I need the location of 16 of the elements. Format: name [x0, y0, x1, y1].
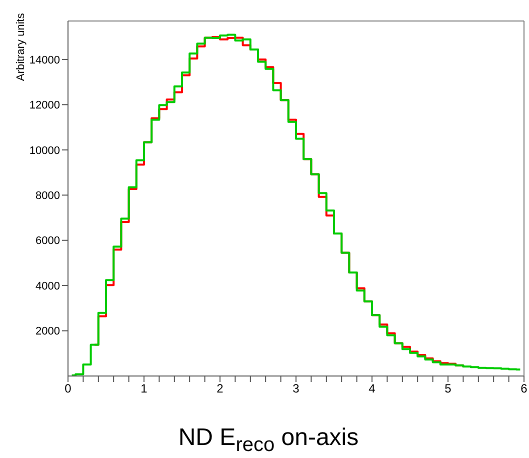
y-axis-title: Arbitrary units: [14, 12, 27, 81]
y-tick-label: 6000: [36, 235, 60, 248]
x-tick-label: 3: [292, 382, 300, 396]
y-tick-label: 12000: [29, 100, 60, 112]
y-tick-label: 4000: [36, 280, 60, 292]
x-tick-label: 6: [520, 382, 528, 396]
x-tick-label: 4: [368, 382, 376, 396]
y-tick-label: 10000: [29, 144, 60, 157]
y-tick-label: 2000: [36, 326, 60, 338]
y-tick-label: 14000: [29, 54, 60, 66]
x-tick-label: 5: [444, 382, 452, 396]
x-tick-label: 0: [64, 382, 72, 396]
text: ND E$_{reco}$ on-axis: [177, 424, 360, 457]
x-tick-label: 1: [140, 382, 148, 396]
x-tick-label: 2: [216, 382, 224, 396]
y-tick-label: 8000: [36, 190, 60, 202]
